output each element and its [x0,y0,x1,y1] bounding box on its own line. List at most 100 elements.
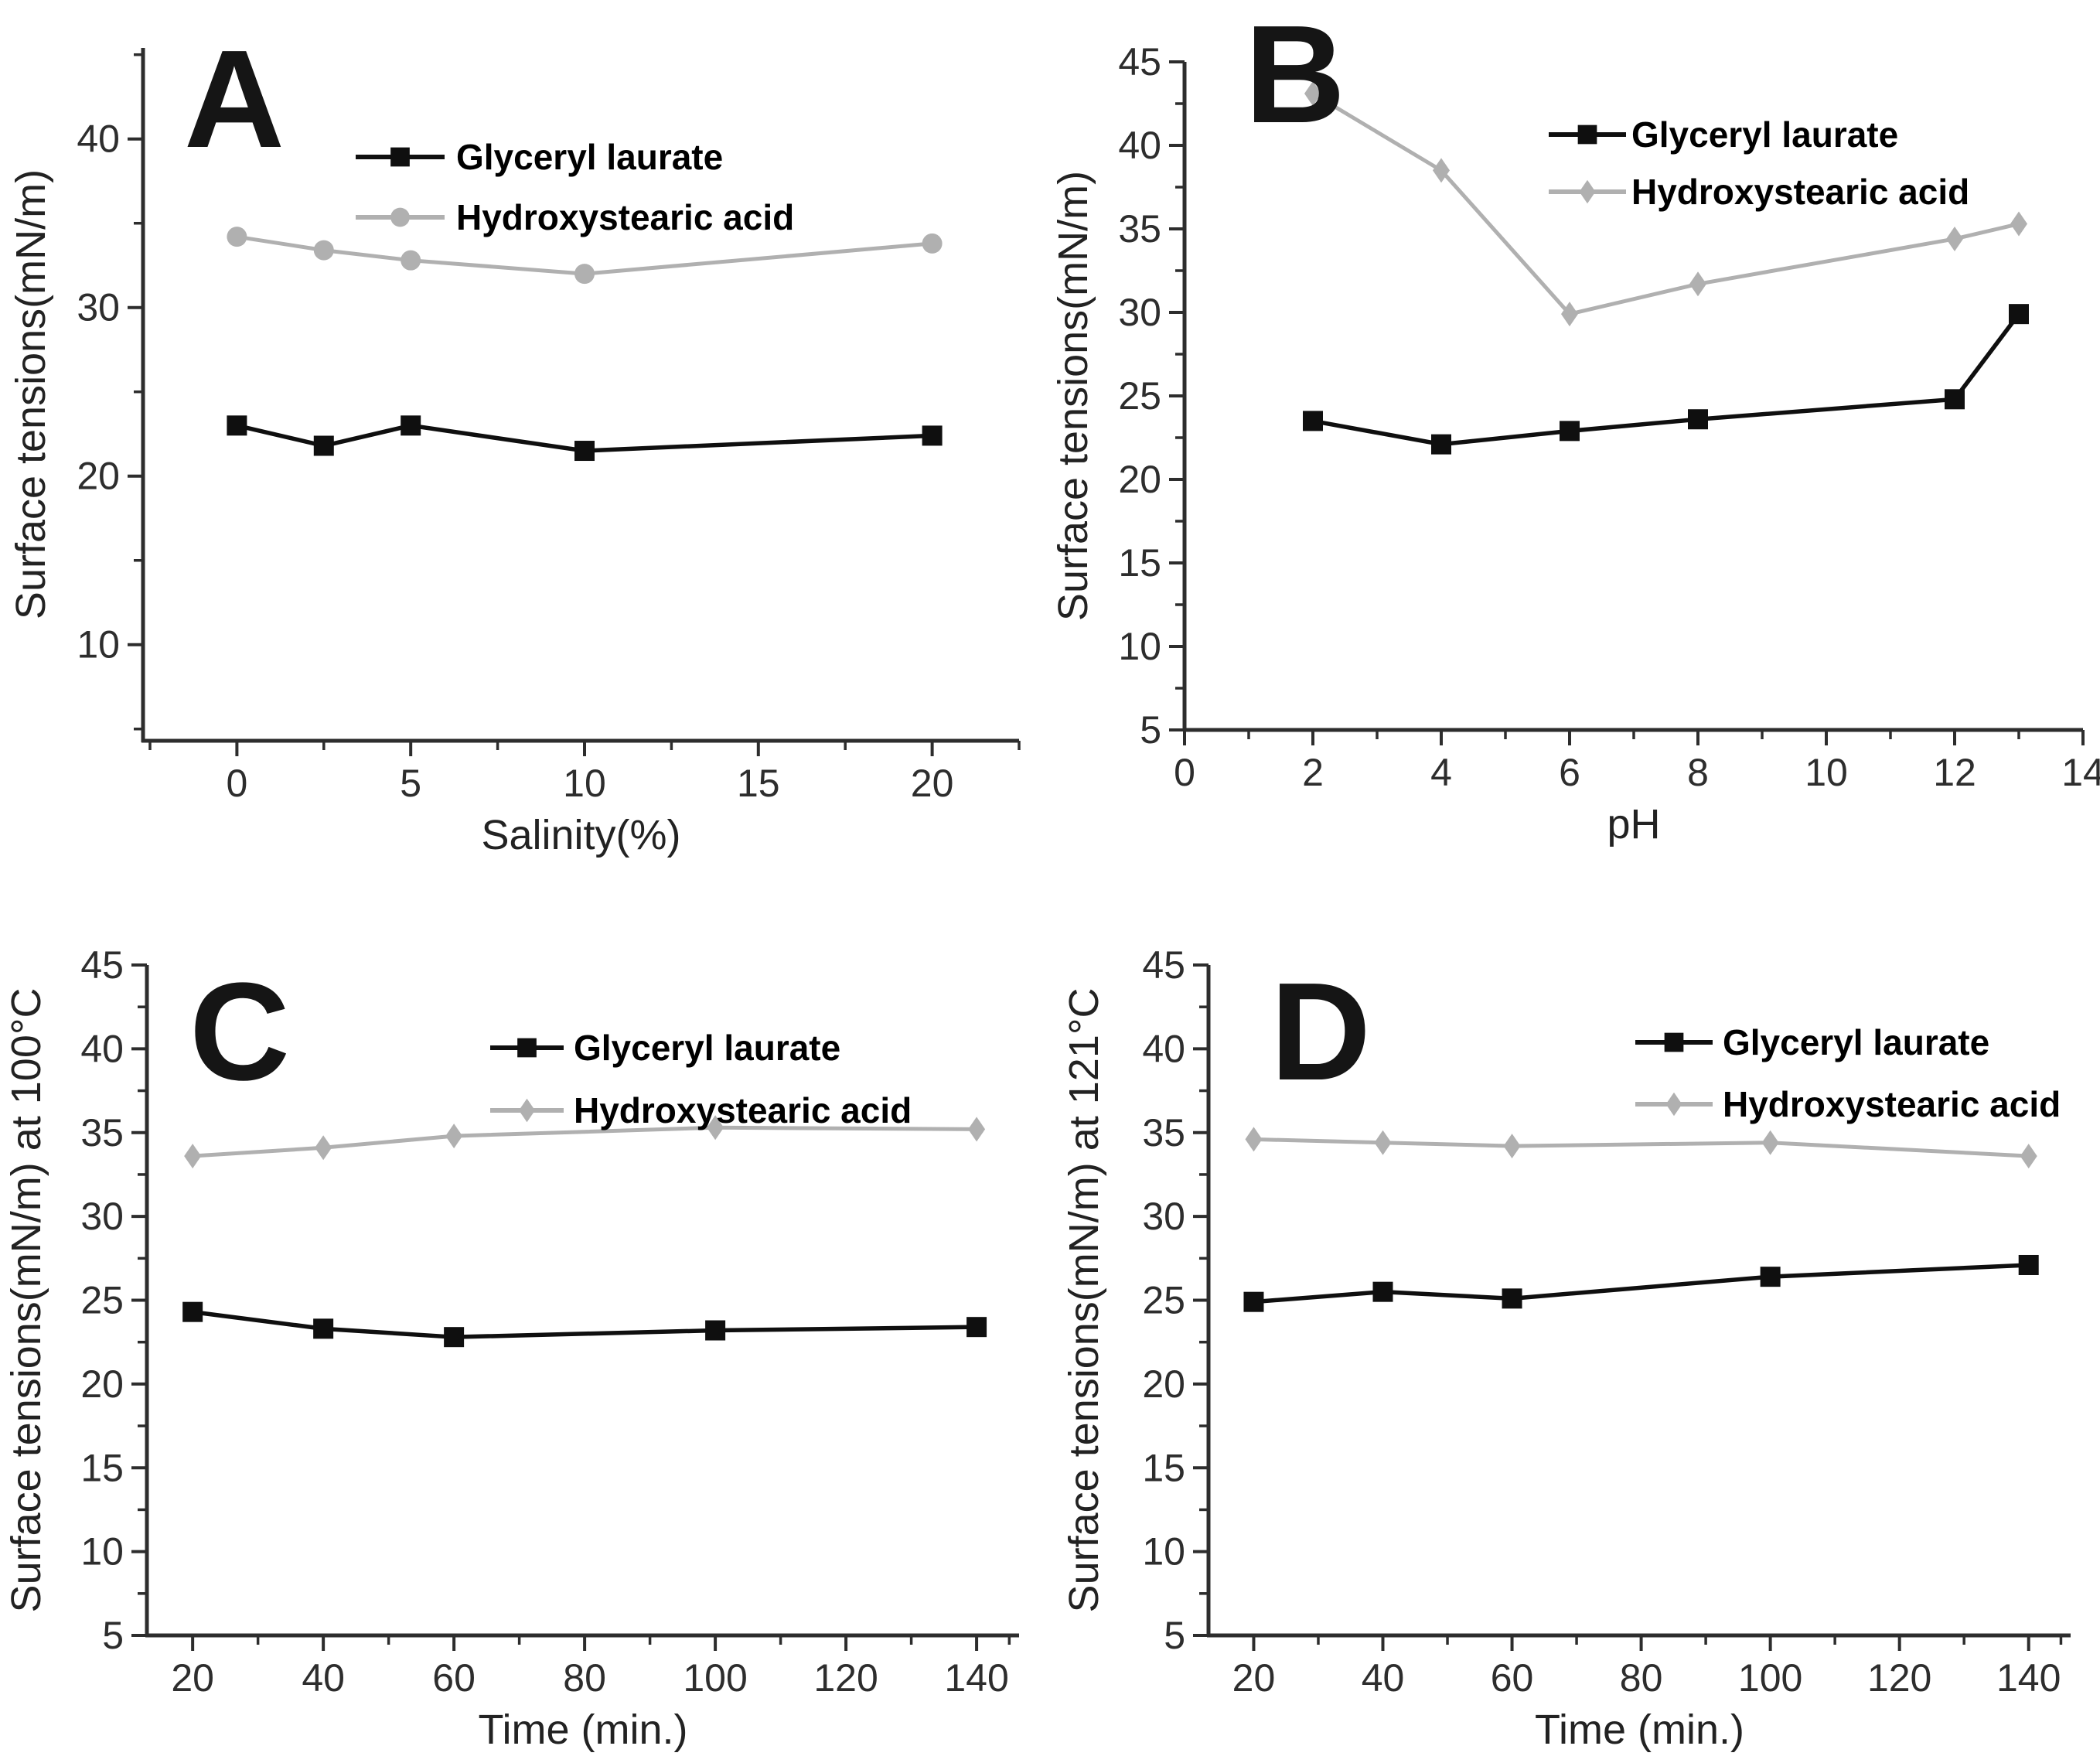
data-point-diamond-marker [2020,1144,2037,1169]
x-tick-label: 0 [226,762,247,805]
y-tick-label: 20 [1142,1362,1185,1406]
panel-letter: C [189,954,290,1110]
y-tick-label: 30 [77,286,120,329]
data-point-diamond-marker [1665,1092,1682,1117]
x-tick-label: 14 [2061,751,2100,794]
series-line-glyceryl-laurate [1253,1263,2029,1304]
data-point-diamond-marker [1579,179,1596,204]
y-tick-label: 35 [1142,1111,1185,1154]
y-tick-label: 5 [1140,708,1161,752]
y-tick-label: 25 [1142,1279,1185,1322]
x-tick-label: 8 [1687,751,1709,794]
legend-label-glyceryl-laurate: Glyceryl laurate [574,1028,840,1068]
y-tick-label: 30 [80,1195,124,1238]
data-point-diamond-marker [519,1098,535,1123]
x-axis-label: pH [1607,801,1660,847]
x-tick-label: 100 [1738,1656,1802,1700]
data-point-diamond-marker [1245,1127,1263,1152]
x-tick-label: 120 [1867,1656,1931,1700]
data-point-square-marker [444,1327,465,1348]
data-point-diamond-marker [1761,1130,1779,1155]
series-line-glyceryl-laurate [1312,312,2021,447]
data-point-square-marker [1502,1288,1522,1309]
x-tick-label: 5 [400,762,421,805]
y-tick-label: 30 [1142,1195,1185,1238]
data-point-diamond-marker [968,1117,986,1142]
y-tick-label: 45 [1142,943,1185,987]
data-point-square-marker [2018,1254,2039,1275]
y-tick-label: 25 [1118,374,1161,418]
y-tick-label: 30 [1118,291,1161,334]
y-tick-label: 40 [1142,1027,1185,1070]
data-point-diamond-marker [1561,302,1578,327]
y-tick-label: 15 [1118,541,1161,585]
data-point-diamond-marker [445,1124,463,1149]
x-axis-label: Salinity(%) [481,812,680,858]
legend-label-hydroxystearic-acid: Hydroxystearic acid [574,1090,912,1130]
data-point-square-marker [1577,124,1597,145]
data-point-diamond-marker [1433,158,1450,183]
y-tick-label: 40 [1118,124,1161,167]
y-tick-label: 10 [1142,1530,1185,1574]
data-point-square-marker [705,1320,726,1341]
data-point-square-marker [2009,304,2029,325]
x-tick-label: 20 [911,762,954,805]
data-point-square-marker [922,425,943,446]
x-tick-label: 0 [1174,751,1195,794]
data-point-diamond-marker [184,1144,202,1169]
y-axis-label: Surface tensions(mN/m) [8,169,54,619]
panel-a-surface-tension-vs-salinity-chart: 10 20 30 40 0 5 10 15 20 Salinity(%) Surface tensi… [0,0,1050,882]
legend-label-hydroxystearic-acid: Hydroxystearic acid [1723,1084,2061,1124]
x-tick-label: 4 [1430,751,1452,794]
y-tick-label: 35 [80,1111,124,1154]
data-point-square-marker [313,435,334,456]
panel-letter: A [184,22,285,177]
y-tick-label: 35 [1118,207,1161,251]
y-tick-label: 5 [102,1614,124,1657]
data-point-diamond-marker [1689,271,1706,297]
data-point-square-marker [1431,434,1451,455]
legend-label-glyceryl-laurate: Glyceryl laurate [1723,1022,1989,1062]
x-tick-label: 20 [171,1656,214,1700]
panel-d-surface-tension-vs-time-121c-chart: 5 10 15 20 25 30 35 40 45 20 40 60 80 100 120 140 Time (… [1050,882,2100,1763]
data-point-square-marker [1372,1281,1393,1302]
y-tick-label: 10 [80,1530,124,1574]
x-tick-label: 120 [813,1656,878,1700]
data-point-diamond-marker [1374,1130,1392,1155]
legend-label-hydroxystearic-acid: Hydroxystearic acid [1631,172,1969,212]
x-tick-label: 15 [737,762,780,805]
data-point-diamond-marker [1503,1134,1521,1159]
x-tick-label: 60 [1491,1656,1534,1700]
data-point-square-marker [1688,409,1708,430]
y-tick-label: 45 [1118,40,1161,84]
data-point-diamond-marker [1304,81,1321,107]
panel-letter: B [1245,0,1345,152]
series-line-hydroxystearic-acid [192,1125,977,1158]
y-tick-label: 25 [80,1279,124,1322]
series-line-hydroxystearic-acid [1311,91,2020,316]
panel-letter: D [1270,954,1371,1110]
x-tick-label: 60 [432,1656,476,1700]
data-point-circle-marker [390,207,410,227]
panel-c-surface-tension-vs-time-100c-chart: 5 10 15 20 25 30 35 40 45 20 40 60 80 100 120 140 Time (… [0,882,1050,1763]
data-point-square-marker [517,1038,537,1058]
x-tick-label: 80 [1620,1656,1663,1700]
legend-label-glyceryl-laurate: Glyceryl laurate [456,137,723,177]
x-tick-label: 20 [1232,1656,1276,1700]
data-point-diamond-marker [2010,211,2027,237]
data-point-diamond-marker [1946,226,1963,251]
data-point-diamond-marker [707,1115,724,1141]
legend-label-hydroxystearic-acid: Hydroxystearic acid [456,197,794,237]
x-axis-label: Time (min.) [479,1707,688,1753]
x-tick-label: 80 [563,1656,606,1700]
x-tick-label: 100 [683,1656,747,1700]
panel-b-surface-tension-vs-ph-chart: 5 10 15 20 25 30 35 40 45 0 2 4 6 8 10 12 14 pH Surface te… [1050,0,2100,882]
x-tick-label: 10 [1805,751,1848,794]
data-point-square-marker [182,1301,203,1322]
data-point-diamond-marker [315,1135,332,1161]
y-axis-label: Surface tensions(mN/m) [1050,171,1096,621]
data-point-square-marker [313,1318,334,1339]
data-point-circle-marker [401,250,421,271]
data-point-square-marker [390,147,410,167]
